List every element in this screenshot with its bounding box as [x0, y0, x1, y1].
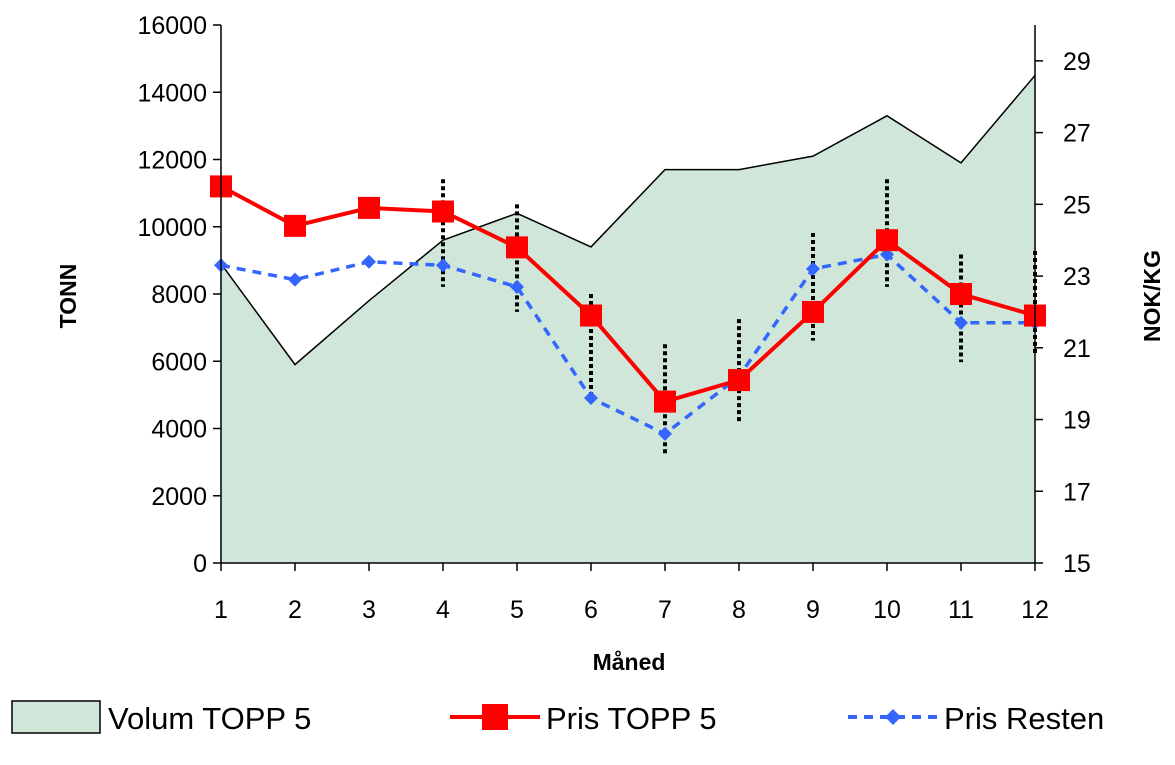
x-tick-label-5: 5	[510, 596, 524, 624]
left-y-axis-title: TONN	[55, 264, 81, 329]
left-y-tick-label-16000: 16000	[137, 12, 207, 40]
pris-topp5-point-2	[284, 214, 306, 237]
right-y-tick-label-15: 15	[1063, 550, 1091, 578]
right-y-tick-label-19: 19	[1063, 407, 1091, 435]
pris-resten-point-11	[954, 315, 968, 330]
pris-topp5-point-8	[728, 369, 750, 392]
right-y-axis-title: NOK/KG	[1139, 250, 1165, 342]
pris-resten-point-6	[584, 391, 598, 406]
pris-resten-line	[220, 252, 1035, 436]
legend-square-marker	[482, 704, 508, 730]
pris-topp5-point-3	[358, 196, 380, 219]
x-tick-label-4: 4	[436, 596, 450, 624]
legend-label-pris-topp5: Pris TOPP 5	[546, 701, 717, 736]
legend-label-pris-resten: Pris Resten	[944, 701, 1104, 736]
legend: Volum TOPP 5 Pris TOPP 5 Pris Resten	[11, 700, 1104, 736]
x-tick-label-2: 2	[288, 596, 302, 624]
x-tick-label-1: 1	[214, 596, 228, 624]
legend-item-pris-resten[interactable]: Pris Resten	[848, 701, 1104, 736]
right-y-tick-label-29: 29	[1063, 48, 1091, 76]
right-y-tick-label-27: 27	[1063, 120, 1091, 148]
x-axis-title: Måned	[593, 649, 666, 675]
right-y-tick-label-21: 21	[1063, 335, 1091, 363]
left-y-tick-label-2000: 2000	[151, 483, 207, 511]
left-y-tick-label-0: 0	[193, 550, 207, 578]
pris-resten-point-4	[436, 258, 450, 273]
left-y-tick-label-14000: 14000	[137, 79, 207, 107]
legend-item-pris-topp5[interactable]: Pris TOPP 5	[450, 701, 717, 736]
x-tick-label-12: 12	[1021, 596, 1049, 624]
axes: 0200040006000800010000120001400016000151…	[137, 12, 1090, 624]
left-y-tick-label-8000: 8000	[151, 281, 207, 309]
pris-topp5-point-10	[876, 229, 898, 252]
x-tick-label-3: 3	[362, 596, 376, 624]
left-y-tick-label-12000: 12000	[137, 147, 207, 175]
right-y-tick-label-25: 25	[1063, 191, 1091, 219]
pris-topp5-point-9	[802, 300, 824, 323]
right-y-tick-label-23: 23	[1063, 263, 1091, 291]
pris-resten-point-3	[362, 254, 376, 269]
x-tick-label-7: 7	[658, 596, 672, 624]
volum-area-fill	[221, 75, 1035, 563]
pris-resten-point-7	[658, 426, 672, 441]
volum-area-outline	[220, 74, 1036, 366]
plot-area	[210, 74, 1046, 563]
legend-label-volum: Volum TOPP 5	[108, 701, 311, 736]
pris-resten-point-9	[806, 261, 820, 276]
left-y-tick-label-4000: 4000	[151, 416, 207, 444]
pris-resten-point-5	[510, 279, 524, 294]
left-y-tick-label-6000: 6000	[151, 348, 207, 376]
legend-area-swatch	[11, 700, 101, 734]
x-tick-label-11: 11	[948, 596, 974, 624]
x-tick-label-10: 10	[873, 596, 901, 624]
pris-topp5-point-6	[580, 304, 602, 327]
pris-resten-point-2	[288, 272, 302, 287]
legend-diamond-marker	[885, 709, 901, 725]
pris-topp5-line	[220, 184, 1036, 404]
legend-item-volum[interactable]: Volum TOPP 5	[11, 700, 311, 736]
pris-topp5-point-7	[654, 390, 676, 413]
pris-topp5-point-5	[506, 236, 528, 259]
right-y-tick-label-17: 17	[1063, 478, 1091, 506]
pris-topp5-point-11	[950, 283, 972, 305]
left-y-tick-label-10000: 10000	[137, 214, 207, 242]
x-tick-label-8: 8	[732, 596, 746, 624]
pris-topp5-point-4	[432, 200, 454, 223]
x-tick-label-9: 9	[806, 596, 820, 624]
x-tick-label-6: 6	[584, 596, 598, 624]
